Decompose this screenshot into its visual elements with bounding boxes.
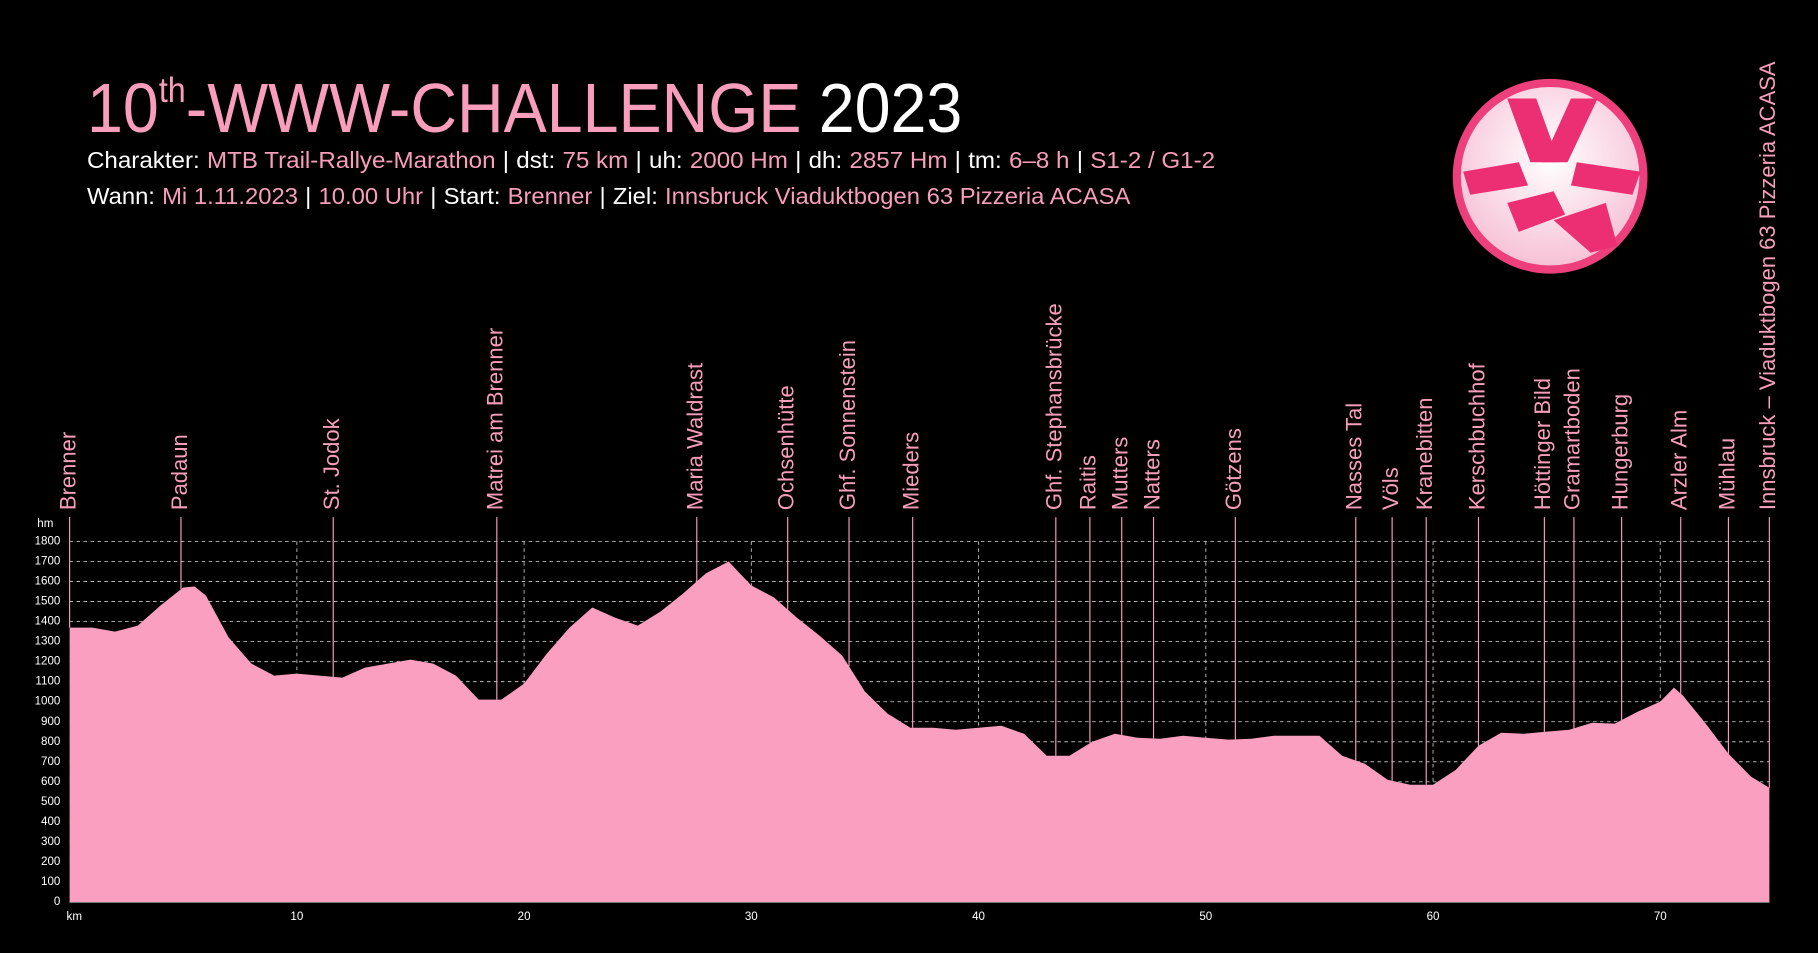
x-tick-label: 10 bbox=[290, 911, 303, 923]
info-label: Ziel: bbox=[613, 183, 658, 209]
info-label: Charakter: bbox=[87, 147, 200, 173]
waypoint-label: Völs bbox=[1378, 467, 1403, 510]
waypoint-label: Padaun bbox=[167, 434, 192, 510]
info-label: uh: bbox=[649, 147, 683, 173]
info-value: 10.00 Uhr bbox=[319, 183, 424, 209]
y-tick-label: 0 bbox=[54, 896, 60, 908]
y-tick-label: 600 bbox=[41, 776, 60, 788]
separator: | bbox=[795, 147, 801, 173]
y-tick-label: 700 bbox=[41, 756, 60, 768]
x-tick-label: 60 bbox=[1427, 911, 1440, 923]
waypoint-label: Arzler Alm bbox=[1667, 410, 1692, 510]
info-value: S1-2 / G1-2 bbox=[1090, 147, 1215, 173]
waypoint-label: Mieders bbox=[898, 432, 923, 510]
waypoint-label: Hungerburg bbox=[1607, 394, 1632, 510]
info-label: dst: bbox=[516, 147, 555, 173]
y-tick-label: 300 bbox=[41, 836, 60, 848]
waypoint-label: Brenner bbox=[55, 432, 80, 510]
title-year: 2023 bbox=[819, 69, 963, 147]
title-superscript: th bbox=[159, 72, 186, 110]
y-tick-label: 100 bbox=[41, 876, 60, 888]
chart-title: 10th-WWW-CHALLENGE2023 bbox=[87, 69, 962, 147]
x-tick-label: 50 bbox=[1199, 911, 1212, 923]
info-value: 2857 Hm bbox=[849, 147, 947, 173]
waypoint-label: Götzens bbox=[1221, 428, 1246, 510]
separator: | bbox=[503, 147, 509, 173]
info-label: Wann: bbox=[87, 183, 155, 209]
y-tick-label: 800 bbox=[41, 736, 60, 748]
info: Charakter: MTB Trail-Rallye-Marathon | dst:… bbox=[87, 147, 1215, 209]
info-label: dh: bbox=[809, 147, 843, 173]
waypoint-label: Natters bbox=[1139, 439, 1164, 510]
y-axis-label: hm bbox=[37, 518, 53, 530]
info-line: Wann: Mi 1.11.2023 | 10.00 Uhr | Start: Brenne… bbox=[87, 183, 1131, 209]
waypoint-label: Mutters bbox=[1108, 437, 1133, 510]
separator: | bbox=[305, 183, 311, 209]
waypoint-label: Mühlau bbox=[1714, 438, 1739, 510]
waypoint-label: Ochsenhütte bbox=[773, 385, 798, 510]
plot: 0 100 200 300 400 500 600 700 800 900 1000 1100 1200… bbox=[35, 61, 1781, 923]
info-value: Innsbruck Viaduktbogen 63 Pizzeria ACASA bbox=[665, 183, 1131, 209]
elevation-area bbox=[69, 561, 1770, 902]
logo bbox=[1452, 78, 1648, 274]
info-value: Mi 1.11.2023 bbox=[162, 183, 298, 209]
waypoint-label: St. Jodok bbox=[319, 417, 344, 510]
separator: | bbox=[1077, 147, 1083, 173]
y-tick-label: 400 bbox=[41, 816, 60, 828]
info-value: 75 km bbox=[562, 147, 628, 173]
y-tick-label: 1300 bbox=[35, 636, 61, 648]
info-line: Charakter: MTB Trail-Rallye-Marathon | dst:… bbox=[87, 147, 1215, 173]
waypoint-label: Kerschbuchhof bbox=[1464, 362, 1489, 510]
title-part: 10 bbox=[87, 69, 159, 147]
y-tick-label: 1800 bbox=[35, 535, 61, 547]
waypoint-label: Ghf. Stephansbrücke bbox=[1042, 303, 1067, 510]
waypoint-label: Höttinger Bild bbox=[1530, 378, 1555, 510]
y-tick-label: 500 bbox=[41, 796, 60, 808]
y-tick-label: 1200 bbox=[35, 656, 61, 668]
x-tick-label: 70 bbox=[1654, 911, 1667, 923]
waypoint-label: Matrei am Brenner bbox=[483, 328, 508, 510]
separator: | bbox=[635, 147, 641, 173]
waypoint-label: Gramartboden bbox=[1560, 368, 1585, 510]
y-tick-label: 1000 bbox=[35, 696, 61, 708]
info-value: 2000 Hm bbox=[690, 147, 788, 173]
y-tick-label: 900 bbox=[41, 716, 60, 728]
waypoint-label: Innsbruck – Viaduktbogen 63 Pizzeria ACA… bbox=[1755, 61, 1780, 510]
separator: | bbox=[430, 183, 436, 209]
separator: | bbox=[599, 183, 605, 209]
logo-symbol bbox=[1463, 98, 1641, 253]
waypoint-label: Raitis bbox=[1076, 455, 1101, 510]
x-tick-label: 20 bbox=[518, 911, 531, 923]
x-tick-label: 30 bbox=[745, 911, 758, 923]
y-tick-label: 200 bbox=[41, 856, 60, 868]
info-value: Brenner bbox=[508, 183, 593, 209]
waypoint-label: Maria Waldrast bbox=[683, 363, 708, 510]
y-tick-label: 1100 bbox=[35, 676, 60, 688]
y-tick-label: 1400 bbox=[35, 616, 61, 628]
info-value: MTB Trail-Rallye-Marathon bbox=[207, 147, 496, 173]
x-tick-label: 40 bbox=[972, 911, 985, 923]
x-tick-label: km bbox=[67, 911, 82, 923]
info-label: tm: bbox=[968, 147, 1002, 173]
info-value: 6–8 h bbox=[1009, 147, 1069, 173]
y-tick-label: 1700 bbox=[35, 556, 61, 568]
y-tick-label: 1500 bbox=[35, 596, 61, 608]
waypoint-label: Nasses Tal bbox=[1342, 403, 1367, 510]
y-tick-label: 1600 bbox=[35, 576, 61, 588]
info-label: Start: bbox=[444, 183, 501, 209]
separator: | bbox=[955, 147, 961, 173]
waypoint-label: Ghf. Sonnenstein bbox=[835, 340, 860, 510]
waypoint-label: Kranebitten bbox=[1412, 398, 1437, 511]
title-part: -WWW-CHALLENGE bbox=[186, 69, 802, 147]
